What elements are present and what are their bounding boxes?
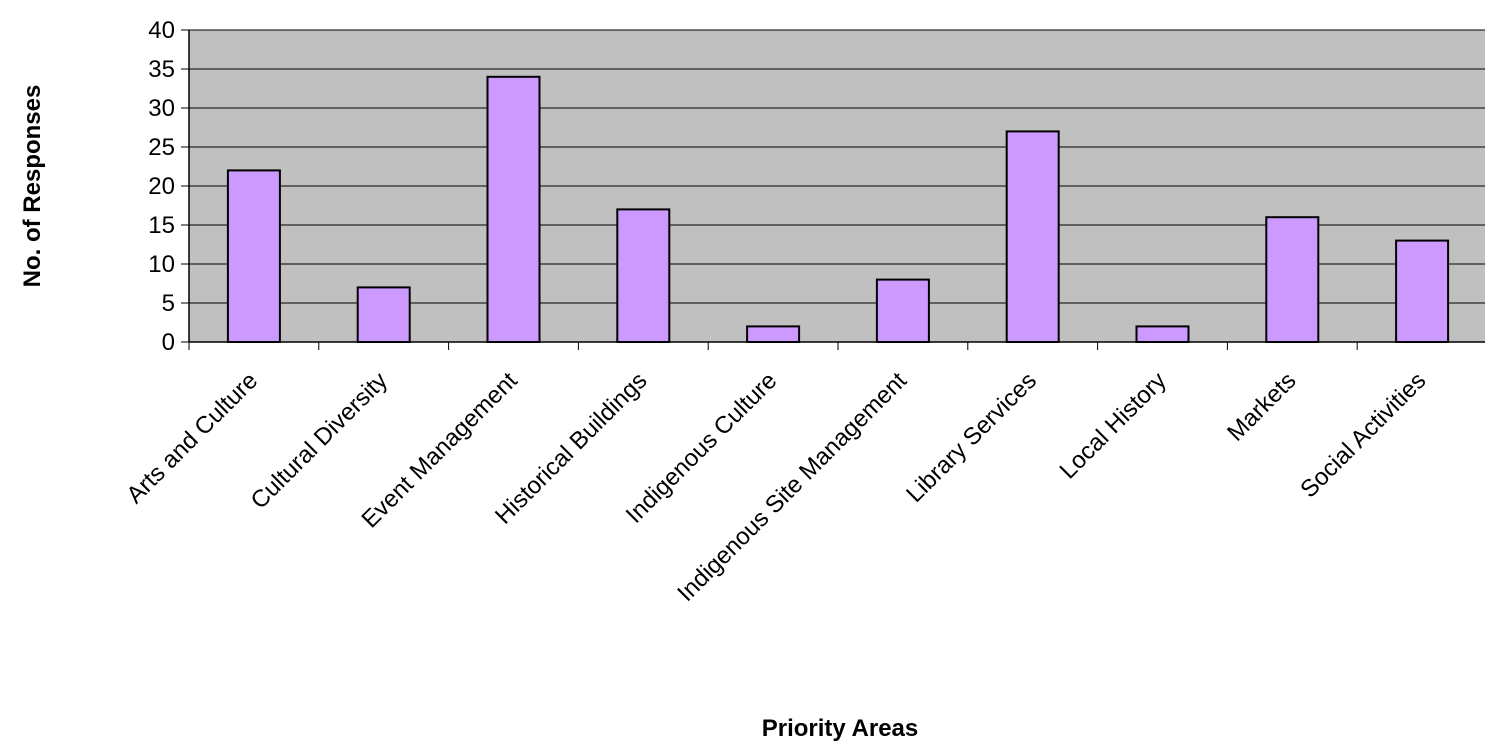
bar: [486, 75, 541, 344]
x-tick-label: Arts and Culture: [121, 367, 263, 509]
y-tick-label: 40: [148, 17, 175, 44]
y-tick-label: 0: [162, 329, 175, 356]
y-tick-label: 35: [148, 56, 175, 83]
bar: [616, 208, 671, 343]
x-tick-label: Library Services: [901, 367, 1042, 508]
x-axis-label: Priority Areas: [762, 715, 919, 742]
x-tick-label: Indigenous Site Management: [672, 367, 912, 607]
bar: [746, 325, 801, 343]
y-tick-labels: 0 5 10 15 20 25 30 35 40: [148, 17, 175, 356]
x-tick-label: Markets: [1222, 367, 1301, 446]
y-tick-label: 10: [148, 251, 175, 278]
bars: [226, 75, 1450, 344]
y-tick-label: 15: [148, 212, 175, 239]
x-tick-label: Cultural Diversity: [246, 367, 393, 514]
x-tick-label: Local History: [1055, 367, 1172, 484]
bar: [1265, 216, 1320, 343]
bar: [1005, 130, 1060, 343]
axes: [181, 29, 1485, 350]
bar: [875, 278, 930, 344]
bar: [226, 169, 281, 343]
bar: [1135, 325, 1190, 343]
y-axis-label: No. of Responses: [19, 85, 46, 288]
y-tick-label: 5: [162, 290, 175, 317]
y-tick-label: 25: [148, 134, 175, 161]
bar: [1395, 239, 1450, 344]
bar: [356, 286, 411, 343]
y-tick-label: 20: [148, 173, 175, 200]
x-tick-label: Social Activities: [1295, 367, 1431, 503]
y-tick-label: 30: [148, 95, 175, 122]
